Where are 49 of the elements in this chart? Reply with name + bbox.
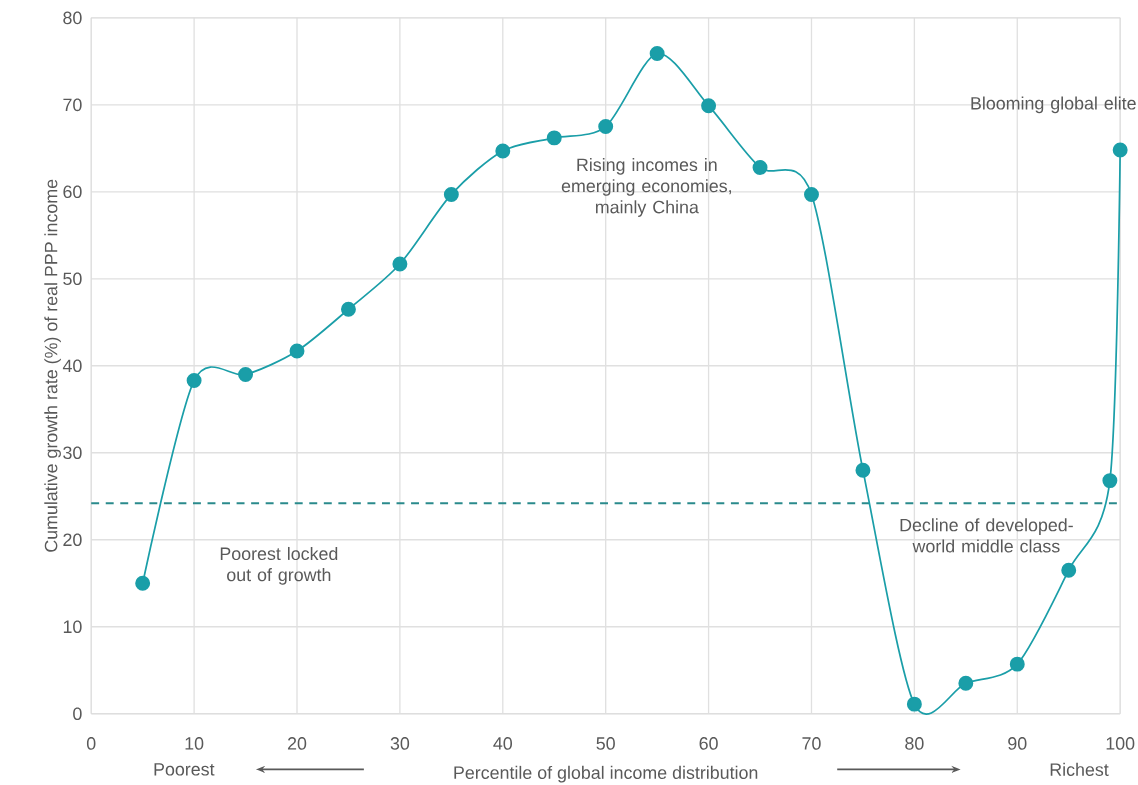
annotation: Decline of developed-world middle class [900, 518, 1073, 553]
y-tick-label: 80 [63, 11, 82, 25]
y-tick-label: 0 [73, 707, 82, 720]
x-tick-label: 60 [699, 737, 718, 750]
point [340, 301, 356, 317]
y-tick-label: 70 [63, 98, 82, 112]
point [1009, 656, 1025, 672]
point [289, 343, 305, 359]
x-tick-label: 80 [905, 737, 924, 750]
point [238, 366, 254, 382]
annotation: Poorest locked out of growth [220, 546, 338, 585]
x-tick-label: 40 [493, 737, 513, 750]
y-tick-label: 50 [63, 272, 82, 286]
x-tick-label: 20 [287, 737, 307, 750]
point [804, 186, 819, 202]
point [598, 119, 614, 134]
y-tick-label: 10 [63, 620, 82, 633]
x-tick-label: 90 [1008, 737, 1027, 750]
point [546, 130, 562, 146]
x-tick-label: 30 [390, 737, 410, 750]
text: Poorest [154, 763, 215, 776]
y-axis-title: Cumulative growth rate (%) of real PPP income [44, 179, 61, 552]
annotation: Rising incomes in emerging economies, mainly China [561, 157, 731, 217]
point [958, 675, 974, 691]
annotation: Blooming global elite [971, 96, 1136, 114]
y-tick-label: 60 [63, 185, 82, 199]
point [855, 462, 871, 478]
x-tick-label: 50 [596, 737, 615, 750]
y-tick-label: 30 [63, 446, 82, 460]
x-tick-label: 70 [802, 737, 821, 750]
point [443, 186, 459, 202]
x-tick-label: 100 [1106, 737, 1135, 750]
point [1112, 142, 1128, 158]
point [135, 575, 151, 591]
point [906, 696, 922, 712]
text: Richest [1050, 762, 1109, 776]
point [649, 45, 665, 61]
point [186, 373, 202, 388]
y-tick-label: 20 [63, 533, 82, 547]
x-tick-label: 0 [86, 737, 96, 750]
point [1061, 562, 1077, 578]
x-tick-label: 10 [185, 737, 204, 750]
point [701, 98, 717, 114]
x-axis-title: Percentile of global income distribution [454, 765, 758, 783]
y-tick-label: 40 [62, 359, 82, 373]
point [752, 159, 768, 175]
point [1102, 473, 1118, 489]
point [392, 256, 408, 272]
point [495, 143, 511, 159]
